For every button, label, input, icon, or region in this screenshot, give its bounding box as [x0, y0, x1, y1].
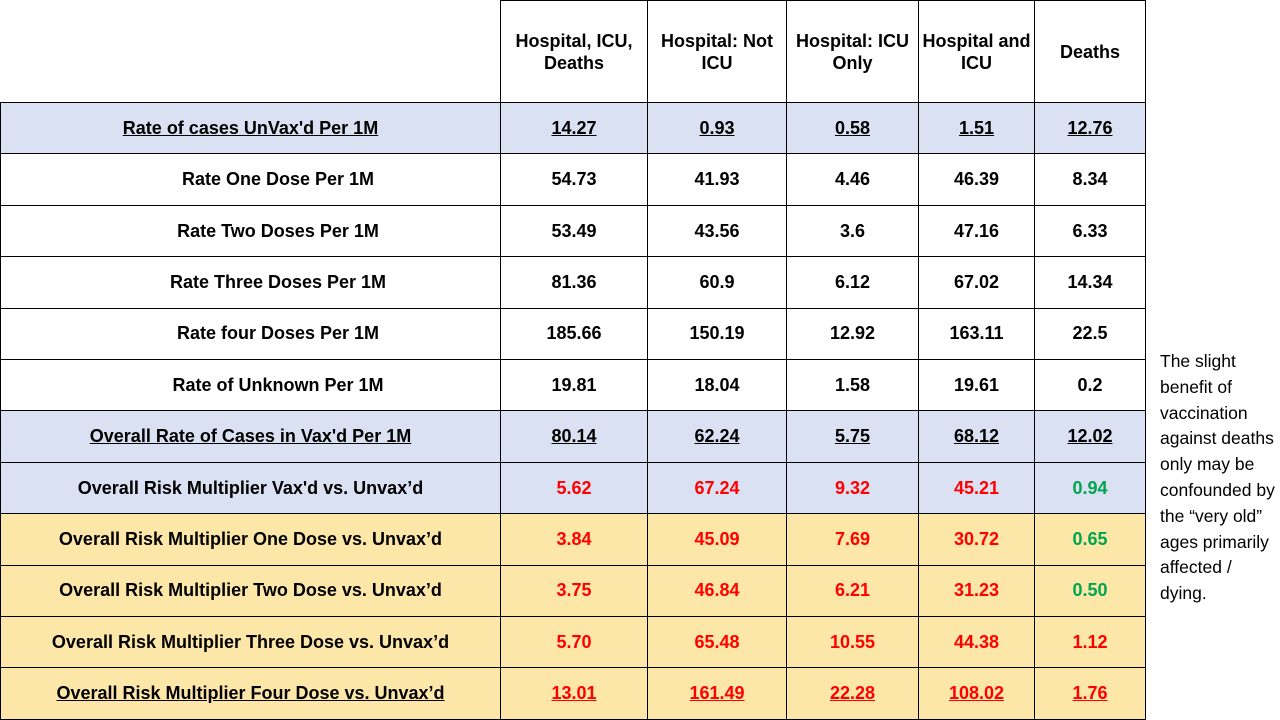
cell: 3.75 — [500, 564, 648, 618]
row-label: Overall Risk Multiplier Four Dose vs. Un… — [0, 667, 501, 720]
cell: 22.5 — [1034, 307, 1146, 361]
cell: 46.39 — [918, 153, 1035, 206]
cell: 54.73 — [500, 153, 648, 206]
cell: 19.61 — [918, 359, 1035, 412]
table-row: Overall Risk Multiplier Four Dose vs. Un… — [0, 667, 1146, 720]
cell: 8.34 — [1034, 153, 1146, 206]
cell: 5.75 — [786, 410, 919, 463]
col-header-hospital-and-icu: Hospital and ICU — [918, 0, 1035, 103]
table-row: Rate of cases UnVax'd Per 1M 14.27 0.93 … — [0, 101, 1146, 155]
risk-table: Hospital, ICU, Deaths Hospital: Not ICU … — [0, 0, 1146, 720]
header-corner — [0, 0, 501, 103]
cell: 46.84 — [647, 564, 787, 618]
cell: 3.6 — [786, 204, 919, 258]
cell: 65.48 — [647, 616, 787, 669]
cell: 3.84 — [500, 513, 648, 566]
cell: 18.04 — [647, 359, 787, 412]
cell: 12.76 — [1034, 101, 1146, 155]
cell: 108.02 — [918, 667, 1035, 720]
table-row: Rate Three Doses Per 1M 81.36 60.9 6.12 … — [0, 256, 1146, 309]
cell: 6.33 — [1034, 204, 1146, 258]
cell: 31.23 — [918, 564, 1035, 618]
row-label: Overall Risk Multiplier One Dose vs. Unv… — [0, 513, 501, 566]
table-row: Rate of Unknown Per 1M 19.81 18.04 1.58 … — [0, 359, 1146, 412]
cell: 80.14 — [500, 410, 648, 463]
cell: 0.2 — [1034, 359, 1146, 412]
row-label: Rate Three Doses Per 1M — [0, 256, 501, 309]
side-note: The slight benefit of vaccination agains… — [1160, 351, 1275, 604]
row-label: Overall Rate of Cases in Vax'd Per 1M — [0, 410, 501, 463]
table-row: Rate four Doses Per 1M 185.66 150.19 12.… — [0, 307, 1146, 361]
cell: 0.65 — [1034, 513, 1146, 566]
cell: 68.12 — [918, 410, 1035, 463]
cell: 4.46 — [786, 153, 919, 206]
cell: 44.38 — [918, 616, 1035, 669]
cell: 19.81 — [500, 359, 648, 412]
cell: 5.62 — [500, 461, 648, 515]
cell: 0.94 — [1034, 461, 1146, 515]
cell: 9.32 — [786, 461, 919, 515]
row-label: Rate of Unknown Per 1M — [0, 359, 501, 412]
cell: 45.09 — [647, 513, 787, 566]
cell: 6.12 — [786, 256, 919, 309]
row-label: Overall Risk Multiplier Vax'd vs. Unvax’… — [0, 461, 501, 515]
cell: 14.27 — [500, 101, 648, 155]
table-row: Overall Risk Multiplier Two Dose vs. Unv… — [0, 564, 1146, 618]
table-row: Overall Risk Multiplier One Dose vs. Unv… — [0, 513, 1146, 566]
cell: 161.49 — [647, 667, 787, 720]
cell: 30.72 — [918, 513, 1035, 566]
cell: 60.9 — [647, 256, 787, 309]
cell: 185.66 — [500, 307, 648, 361]
cell: 47.16 — [918, 204, 1035, 258]
row-label: Rate Two Doses Per 1M — [0, 204, 501, 258]
col-header-icu-only: Hospital: ICU Only — [786, 0, 919, 103]
row-label: Overall Risk Multiplier Three Dose vs. U… — [0, 616, 501, 669]
cell: 41.93 — [647, 153, 787, 206]
col-header-deaths: Deaths — [1034, 0, 1146, 103]
col-header-hospital-icu-deaths: Hospital, ICU, Deaths — [500, 0, 648, 103]
cell: 0.93 — [647, 101, 787, 155]
cell: 13.01 — [500, 667, 648, 720]
table-row: Overall Rate of Cases in Vax'd Per 1M 80… — [0, 410, 1146, 463]
table-row: Overall Risk Multiplier Three Dose vs. U… — [0, 616, 1146, 669]
header-row: Hospital, ICU, Deaths Hospital: Not ICU … — [0, 0, 1146, 103]
cell: 1.76 — [1034, 667, 1146, 720]
col-header-hospital-not-icu: Hospital: Not ICU — [647, 0, 787, 103]
cell: 6.21 — [786, 564, 919, 618]
cell: 0.58 — [786, 101, 919, 155]
row-label: Rate four Doses Per 1M — [0, 307, 501, 361]
cell: 10.55 — [786, 616, 919, 669]
row-label: Rate of cases UnVax'd Per 1M — [0, 101, 501, 155]
table-row: Rate Two Doses Per 1M 53.49 43.56 3.6 47… — [0, 204, 1146, 258]
cell: 5.70 — [500, 616, 648, 669]
cell: 1.58 — [786, 359, 919, 412]
cell: 14.34 — [1034, 256, 1146, 309]
cell: 53.49 — [500, 204, 648, 258]
cell: 45.21 — [918, 461, 1035, 515]
cell: 7.69 — [786, 513, 919, 566]
table-row: Overall Risk Multiplier Vax'd vs. Unvax’… — [0, 461, 1146, 515]
cell: 12.92 — [786, 307, 919, 361]
cell: 62.24 — [647, 410, 787, 463]
cell: 1.51 — [918, 101, 1035, 155]
cell: 150.19 — [647, 307, 787, 361]
cell: 22.28 — [786, 667, 919, 720]
cell: 1.12 — [1034, 616, 1146, 669]
row-label: Rate One Dose Per 1M — [0, 153, 501, 206]
cell: 81.36 — [500, 256, 648, 309]
cell: 43.56 — [647, 204, 787, 258]
cell: 67.24 — [647, 461, 787, 515]
cell: 12.02 — [1034, 410, 1146, 463]
table-row: Rate One Dose Per 1M 54.73 41.93 4.46 46… — [0, 153, 1146, 206]
row-label: Overall Risk Multiplier Two Dose vs. Unv… — [0, 564, 501, 618]
cell: 0.50 — [1034, 564, 1146, 618]
cell: 163.11 — [918, 307, 1035, 361]
cell: 67.02 — [918, 256, 1035, 309]
